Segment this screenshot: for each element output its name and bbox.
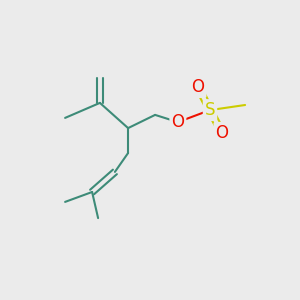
Text: S: S [205,101,215,119]
Text: O: O [215,124,229,142]
Text: O: O [171,113,184,131]
Text: O: O [191,78,205,96]
